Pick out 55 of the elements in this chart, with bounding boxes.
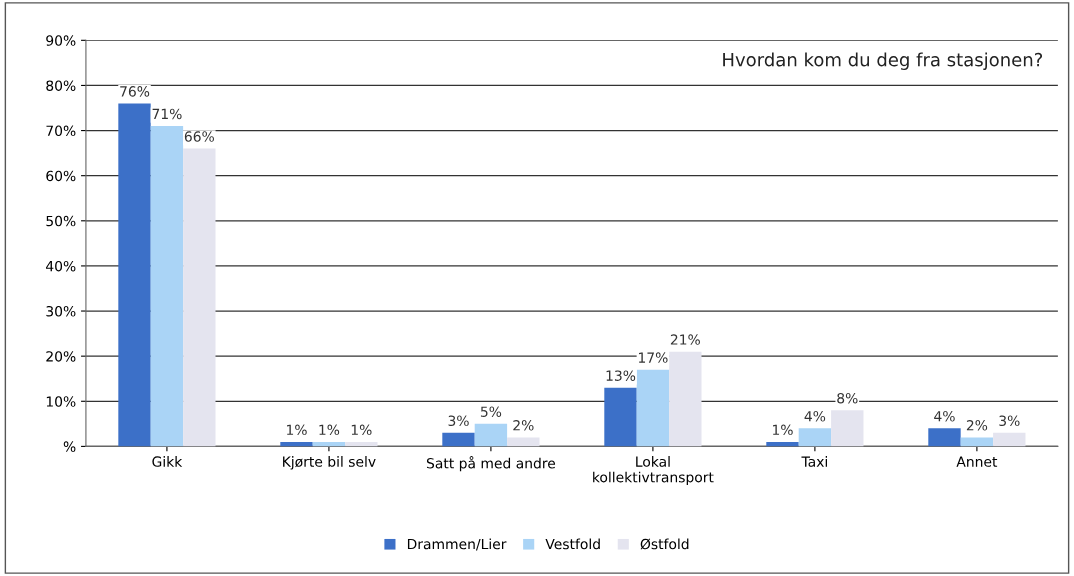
data-label: 4% (804, 410, 826, 422)
bar (798, 428, 832, 447)
legend-label: Vestfold (545, 538, 600, 550)
legend-label: Østfold (640, 538, 689, 550)
y-tick-label: 50% (46, 215, 76, 227)
y-tick-label: 20% (46, 351, 76, 362)
text: Hvordan kom du deg fra stasjonen? (723, 52, 1043, 70)
y-tick-label: 80% (46, 80, 76, 91)
x-tick-label: Satt på med andre (426, 456, 556, 472)
data-label: 3% (448, 415, 469, 427)
bar (604, 387, 637, 447)
bar (150, 126, 184, 447)
bar (831, 410, 864, 447)
data-label: 1% (351, 424, 372, 436)
bar (766, 441, 799, 447)
y-tick-label: 60% (46, 170, 76, 182)
y-tick-label: % (63, 441, 76, 452)
bar (507, 437, 540, 447)
y-tick-label: 40% (46, 260, 76, 272)
data-label: 76% (120, 86, 150, 97)
x-tick-label: Lokal kollektivtransport (593, 456, 714, 486)
y-tick-label: 10% (46, 396, 76, 407)
x-tick-label: Taxi (801, 456, 827, 467)
data-label: 66% (184, 131, 214, 142)
data-label: 4% (934, 410, 955, 422)
bar (280, 441, 313, 447)
bar (636, 369, 670, 447)
bar (345, 441, 378, 447)
bar (183, 148, 216, 447)
bar (474, 423, 508, 447)
data-label: 1% (287, 424, 307, 436)
y-tick-label: 30% (46, 306, 76, 317)
bar (993, 432, 1026, 447)
data-label: 1% (773, 424, 793, 436)
x-tick-label: Annet (956, 456, 998, 467)
data-label: 21% (670, 334, 700, 345)
bar (669, 351, 702, 447)
y-tick-label: 90% (46, 35, 76, 46)
data-label: 17% (638, 352, 668, 363)
data-label: 8% (837, 392, 858, 404)
bar (928, 428, 961, 447)
data-label: 5% (480, 406, 502, 417)
data-label: 13% (606, 370, 636, 381)
bar (118, 103, 151, 447)
x-tick-label: Gikk (152, 456, 183, 467)
bar (442, 432, 475, 447)
data-label: 3% (999, 415, 1020, 427)
bar (960, 437, 994, 447)
x-tick-label: Kjørte bil selv (283, 456, 376, 470)
data-label: 1% (319, 424, 340, 436)
data-label: 71% (152, 108, 182, 120)
y-tick-label: 70% (46, 125, 76, 137)
data-label: 2% (966, 420, 988, 431)
legend-label: Drammen/Lier (407, 538, 507, 551)
data-label: 2% (513, 420, 534, 431)
